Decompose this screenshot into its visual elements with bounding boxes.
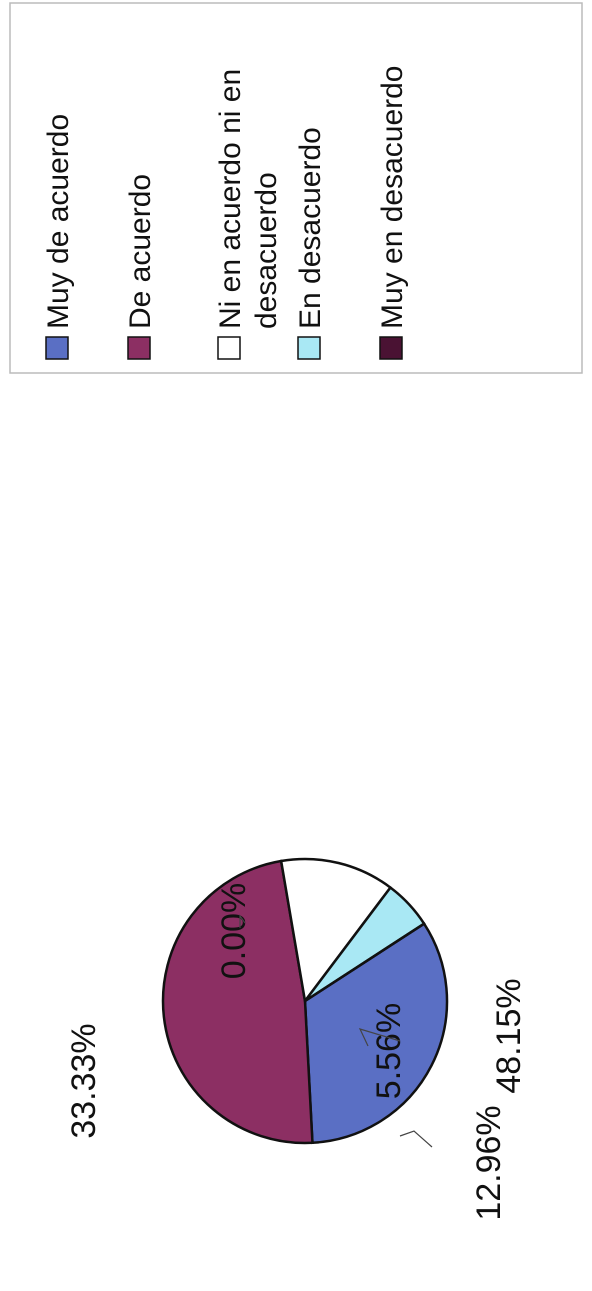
legend-label-muy-de-acuerdo: Muy de acuerdo <box>42 114 75 329</box>
legend-label-en-desacuerdo: En desacuerdo <box>294 127 327 329</box>
legend-label-ni-en-acuerdo-ni-en-desacuerdo: Ni en acuerdo ni en <box>214 69 247 329</box>
pie-slice-muy-en-desacuerdo <box>304 922 425 1003</box>
data-label-de-acuerdo: 48.15% <box>490 978 528 1093</box>
pie-slice-ni-en-acuerdo-ni-en-desacuerdo <box>279 857 393 1005</box>
legend-label-de-acuerdo: De acuerdo <box>124 174 157 329</box>
legend-swatch-en-desacuerdo <box>297 336 321 360</box>
legend-box <box>9 2 583 374</box>
pie-slice-de-acuerdo <box>161 859 314 1145</box>
legend-label-muy-en-desacuerdo: Muy en desacuerdo <box>376 66 409 330</box>
leader-line-en-desacuerdo <box>358 1028 401 1047</box>
legend: Muy de acuerdo De acuerdo Ni en acuerdo ni… <box>9 2 583 374</box>
data-label-en-desacuerdo: 5.56% <box>370 1003 408 1099</box>
data-label-muy-en-desacuerdo: 0.00% <box>215 883 253 979</box>
pie-labels-group: 33.33% 48.15% 12.96% 5.56% 0.00% <box>65 883 528 1221</box>
legend-label-ni-en-acuerdo-ni-en-desacuerdo-line2: desacuerdo <box>250 172 283 329</box>
data-label-ni-en-acuerdo-ni-en-desacuerdo: 12.96% <box>470 1105 508 1220</box>
leader-line-ni-en-acuerdo-ni-en-desacuerdo <box>399 1130 433 1148</box>
legend-swatch-muy-de-acuerdo <box>45 336 69 360</box>
pie-slices-group <box>161 857 449 1145</box>
rotated-chart-group: 33.33% 48.15% 12.96% 5.56% 0.00% Muy de acue… <box>9 2 583 1221</box>
data-label-muy-de-acuerdo: 33.33% <box>65 1023 103 1138</box>
legend-swatch-muy-en-desacuerdo <box>379 336 403 360</box>
legend-swatch-de-acuerdo <box>127 336 151 360</box>
leader-line-muy-en-desacuerdo <box>239 914 246 928</box>
legend-swatch-ni-en-acuerdo-ni-en-desacuerdo <box>217 336 241 360</box>
